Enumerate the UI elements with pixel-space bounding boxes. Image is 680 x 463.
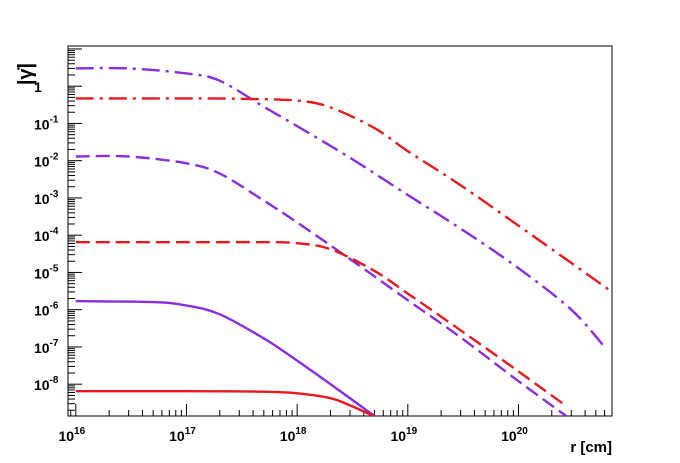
x-tick-label: 1018: [280, 426, 307, 444]
y-tick-label: 10-4: [34, 226, 59, 244]
series-group: [75, 66, 612, 416]
series-2-dashdot-line: [75, 97, 612, 293]
series-3-dashed-line: [75, 154, 567, 416]
y-tick-label: 10-1: [34, 114, 59, 132]
x-tick-label: 1017: [169, 426, 196, 444]
x-tick-label: 1016: [58, 426, 85, 444]
y-tick-label: 10-7: [34, 338, 59, 356]
y-tick-label: 10-2: [34, 152, 59, 170]
x-tick-label: 1020: [501, 426, 528, 444]
x-axis-title: r [cm]: [570, 439, 612, 456]
series-1-dashdot-line: [75, 66, 606, 348]
series-6-solid-line: [75, 389, 375, 416]
plot-frame: [67, 45, 613, 417]
series-5-solid-line: [75, 299, 376, 416]
y-tick-label: 10-6: [34, 301, 59, 319]
series-4-dashed-line: [75, 240, 567, 407]
y-tick-label: 10-5: [34, 263, 59, 281]
x-tick-label: 1019: [390, 426, 417, 444]
ticks: [68, 48, 613, 416]
y-tick-label: 10-8: [34, 375, 59, 393]
y-axis-title: |γ̇|: [15, 63, 37, 85]
y-tick-label: 10-3: [34, 189, 59, 207]
tick-labels: 1016 1017 1018 1019 1020 1 10-1 10-2 10-3 10-4 10-…: [34, 79, 528, 444]
y-tick-label: 1: [34, 79, 42, 95]
